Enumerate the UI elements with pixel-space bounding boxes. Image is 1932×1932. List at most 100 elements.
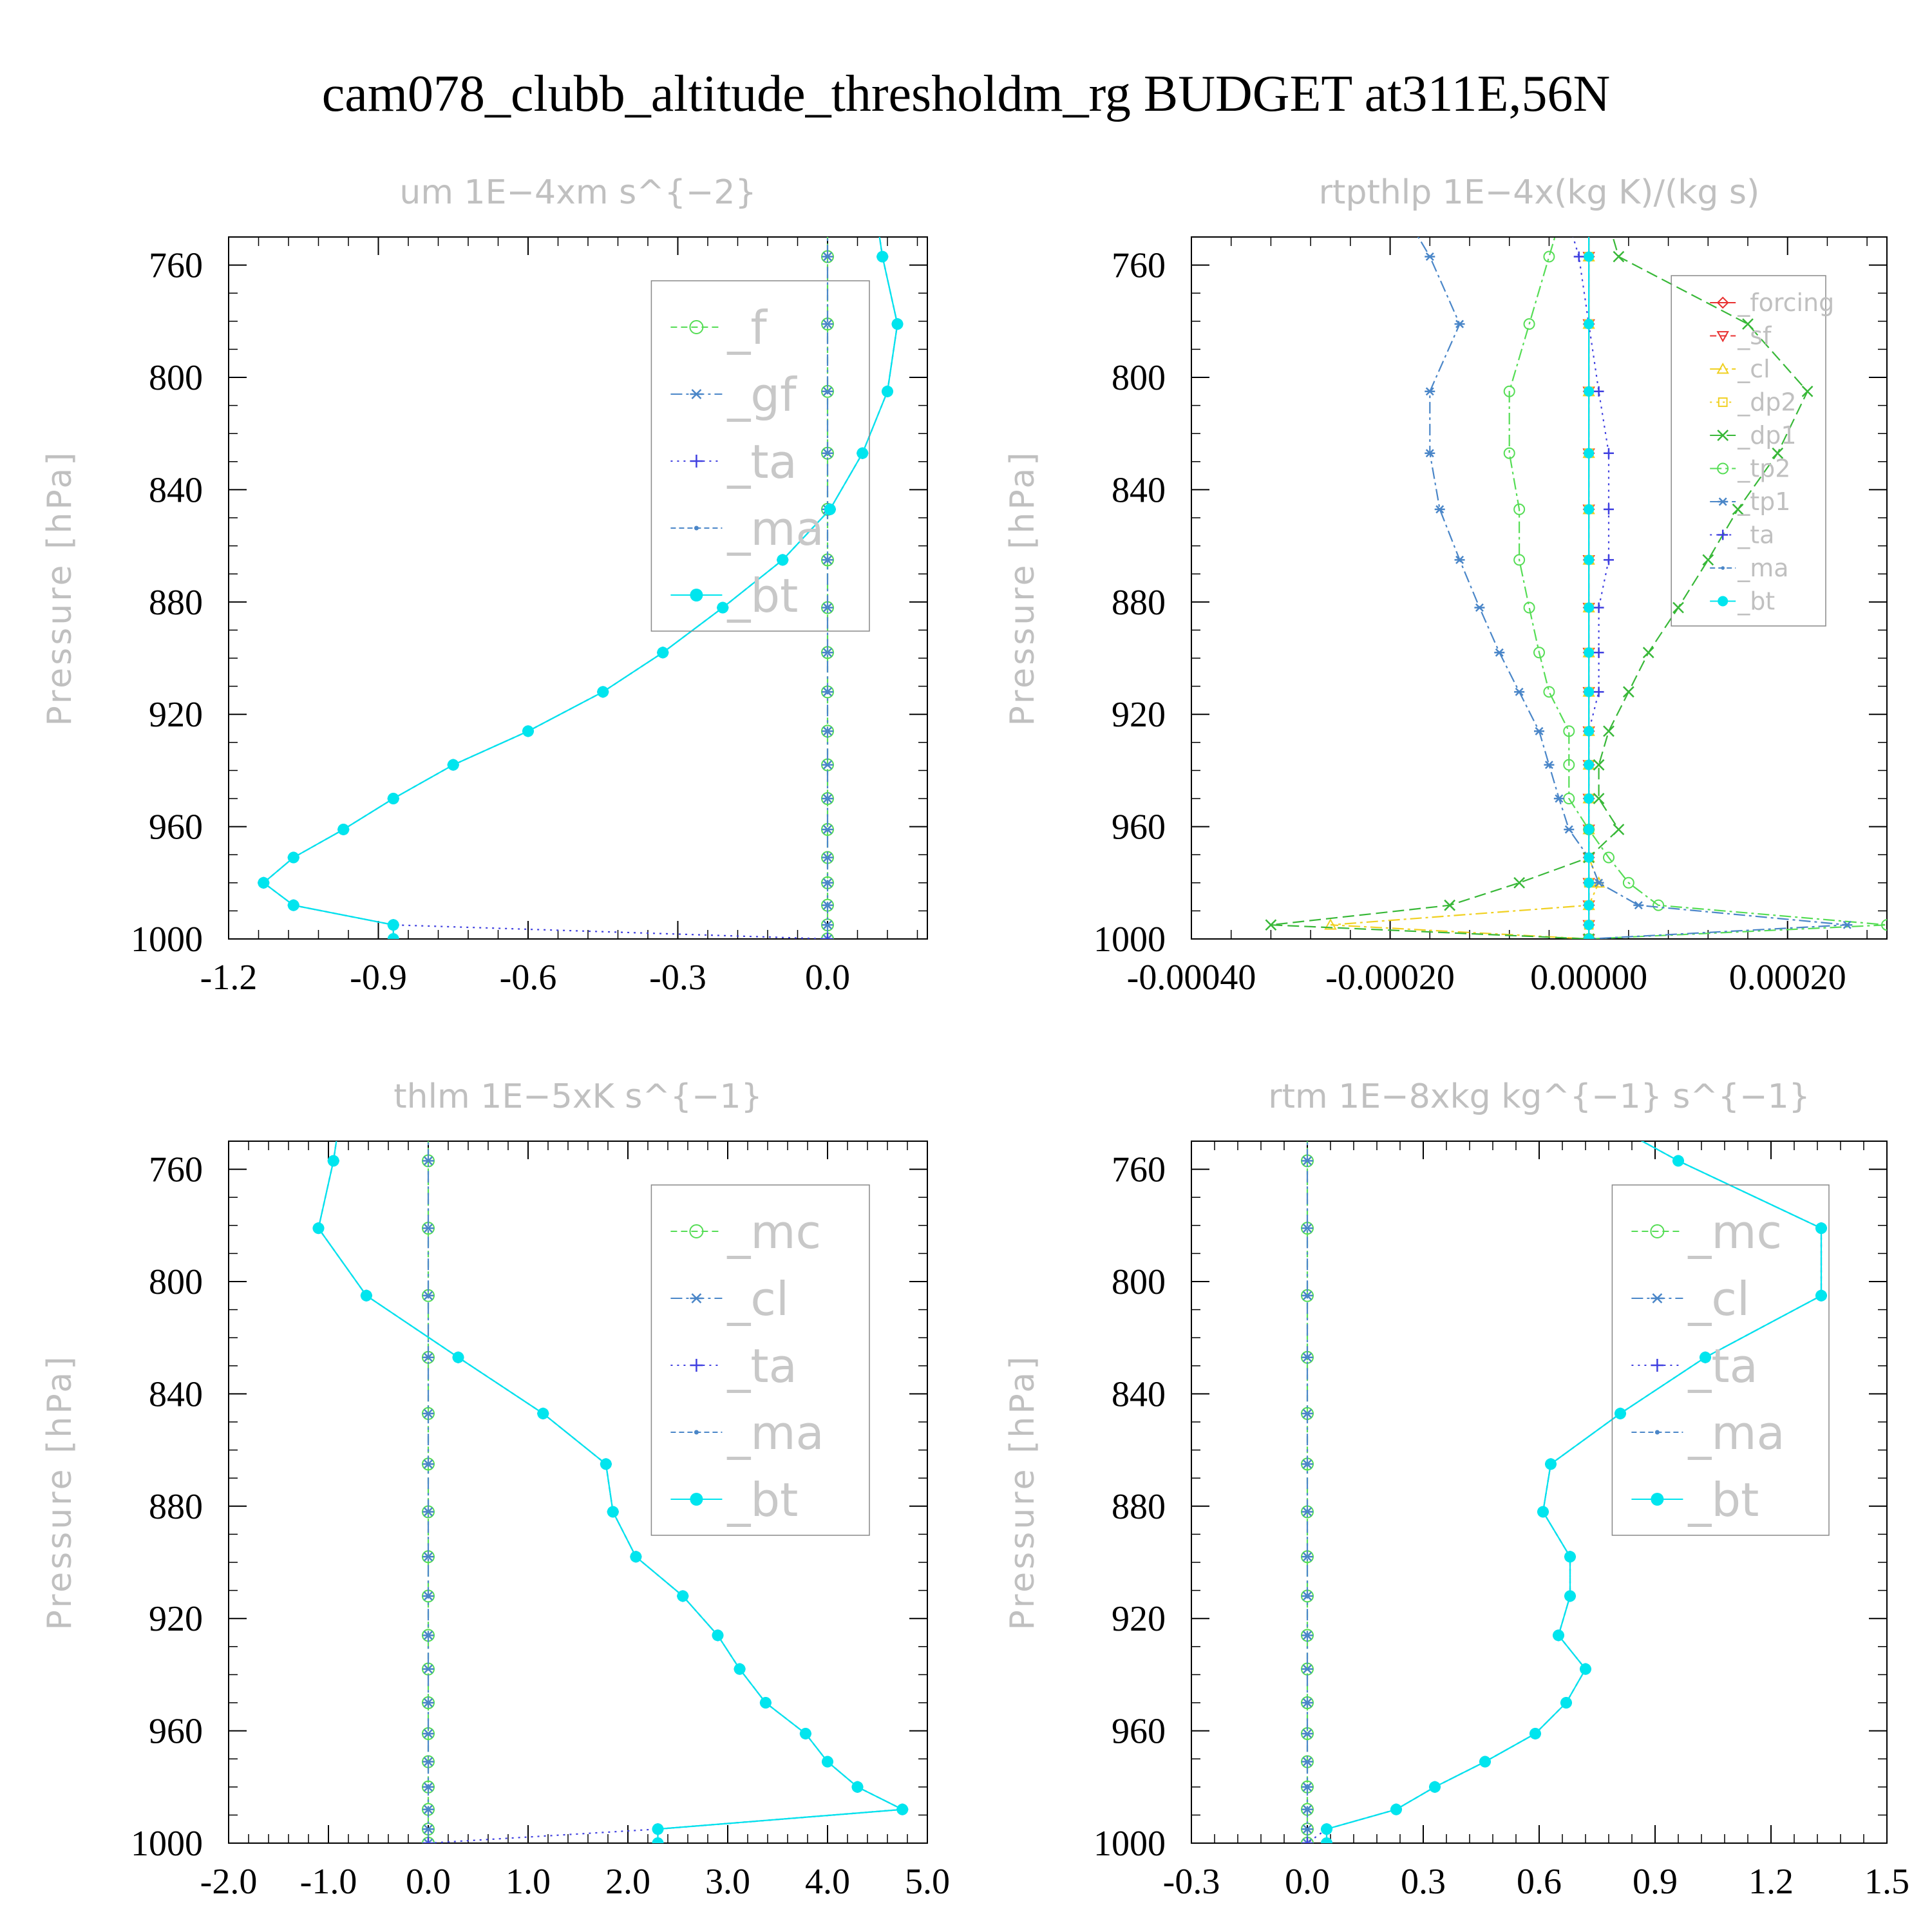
series-point-bt xyxy=(537,1407,549,1419)
series-point-bt xyxy=(822,1756,833,1768)
y-tick-label: 960 xyxy=(1112,1712,1166,1752)
series-point-dp1 xyxy=(1513,876,1526,889)
series-point-ta xyxy=(1604,554,1614,565)
legend: _f _gf _ta _ma _bt xyxy=(650,280,870,632)
series-point-dp1 xyxy=(1613,251,1625,263)
legend-label: _ma xyxy=(1737,554,1788,582)
series-point-cl xyxy=(1302,1552,1313,1562)
x-tick-label: 0.9 xyxy=(1633,1862,1678,1902)
series-point-bt xyxy=(600,1458,612,1470)
x-tick-label: 1.2 xyxy=(1748,1862,1794,1902)
x-tick-label: 0.0 xyxy=(406,1862,451,1902)
legend-marker xyxy=(1651,1359,1664,1372)
series-point-tp2 xyxy=(1603,851,1615,864)
series-point-bt xyxy=(1390,1803,1402,1815)
series-point-bt xyxy=(1560,1697,1572,1709)
y-tick-label: 760 xyxy=(1112,1150,1166,1190)
series-point-bt xyxy=(1615,1407,1626,1419)
series-point-ta xyxy=(422,1837,434,1843)
series-point-tp1 xyxy=(1434,505,1445,514)
y-tick-label: 880 xyxy=(1112,583,1166,623)
y-tick-label: 840 xyxy=(149,470,203,510)
legend-marker xyxy=(694,1430,699,1435)
legend-marker xyxy=(690,1493,703,1506)
series-point-tp2 xyxy=(1653,899,1665,911)
x-tick-label: -2.0 xyxy=(200,1862,258,1902)
legend-marker xyxy=(690,389,703,399)
panels: um 1E−4xm s^{−2} Pressure [hPa] 760 800 840 8… xyxy=(41,173,1909,1902)
legend-marker xyxy=(1651,1293,1664,1303)
series-line-cl xyxy=(1330,237,1600,939)
series-point-bt xyxy=(1584,448,1595,459)
series-point-cl xyxy=(1302,1804,1313,1814)
series-point-tp2 xyxy=(1503,385,1515,397)
legend-marker xyxy=(690,589,703,601)
series-point-cl xyxy=(422,1591,434,1601)
series-point-bt xyxy=(882,385,893,397)
legend-marker xyxy=(1718,529,1728,540)
series-point-gf xyxy=(822,824,833,835)
y-tick-label: 760 xyxy=(149,1150,203,1190)
y-tick-label: 920 xyxy=(1112,695,1166,735)
series-point-tp2 xyxy=(1563,725,1575,737)
series-point-bt xyxy=(876,251,889,263)
x-tick-label: 3.0 xyxy=(705,1862,750,1902)
series-point-bt xyxy=(1815,1222,1827,1235)
y-axis-label: Pressure [hPa] xyxy=(1003,1354,1042,1631)
y-axis-label: Pressure [hPa] xyxy=(1003,450,1042,726)
series-point-bt xyxy=(1584,602,1595,613)
x-tick-label: -0.00040 xyxy=(1127,958,1256,998)
legend: _mc _cl _ta _ma _bt xyxy=(650,1184,870,1536)
series-point-tp2 xyxy=(1523,318,1535,330)
legend-label: _dp1 xyxy=(1737,421,1796,450)
series-point-bt xyxy=(1321,1823,1332,1835)
series-line-ta xyxy=(262,237,898,939)
series-group xyxy=(1301,1141,1827,1843)
legend: _mc _cl _ta _ma _bt xyxy=(1611,1184,1830,1536)
legend-label: _forcing xyxy=(1737,289,1834,317)
legend-marker xyxy=(1717,430,1729,441)
series-point-gf xyxy=(822,760,833,770)
series-point-bt xyxy=(1700,1351,1711,1363)
series-point-tp1 xyxy=(1494,648,1505,657)
series-point-bt xyxy=(657,647,669,659)
series-point-cl xyxy=(422,1782,434,1792)
series-point-tp1 xyxy=(1553,794,1564,803)
series-point-bt xyxy=(1479,1756,1491,1768)
legend-marker xyxy=(1718,397,1728,407)
y-tick-label: 920 xyxy=(149,1599,203,1639)
series-point-dp1 xyxy=(1603,725,1615,737)
legend-marker xyxy=(1718,497,1728,506)
y-tick-label: 960 xyxy=(149,1712,203,1752)
series-point-gf xyxy=(822,555,833,565)
series-point-bt xyxy=(360,1289,372,1302)
series-point-bt xyxy=(607,1506,619,1518)
legend-label: _bt xyxy=(1737,587,1775,616)
series-point-bt xyxy=(677,1590,689,1602)
chart-panel-3: thlm 1E−5xK s^{−1} Pressure [hPa] 760 800 84… xyxy=(41,1077,950,1902)
x-tick-label: 0.00000 xyxy=(1530,958,1647,998)
y-tick-label: 880 xyxy=(149,1487,203,1527)
series-point-gf xyxy=(822,252,833,261)
series-point-gf xyxy=(822,853,833,862)
series-point-cl xyxy=(1302,1591,1313,1601)
series-point-bt xyxy=(1584,504,1595,515)
y-tick-label: 760 xyxy=(149,246,203,286)
series-point-bt xyxy=(1584,386,1595,397)
series-point-bt xyxy=(327,1155,339,1167)
y-axis-label: Pressure [hPa] xyxy=(41,1354,79,1631)
series-point-tp1 xyxy=(1564,825,1575,834)
series-point-gf xyxy=(822,878,833,887)
series-point-bt xyxy=(1545,1458,1557,1470)
series-line-tp2 xyxy=(1508,237,1887,939)
legend-marker xyxy=(689,1224,704,1238)
series-point-tp2 xyxy=(1881,919,1887,931)
x-tick-label: -1.0 xyxy=(300,1862,357,1902)
series-point-bt xyxy=(896,1803,909,1815)
series-point-cl xyxy=(422,1291,434,1300)
series-point-gf xyxy=(822,319,833,329)
series-point-cl xyxy=(1302,1291,1313,1300)
series-point-cl xyxy=(1302,1156,1313,1166)
chart-panel-1: um 1E−4xm s^{−2} Pressure [hPa] 760 800 840 8… xyxy=(41,173,928,998)
x-tick-label: 0.0 xyxy=(1285,1862,1330,1902)
